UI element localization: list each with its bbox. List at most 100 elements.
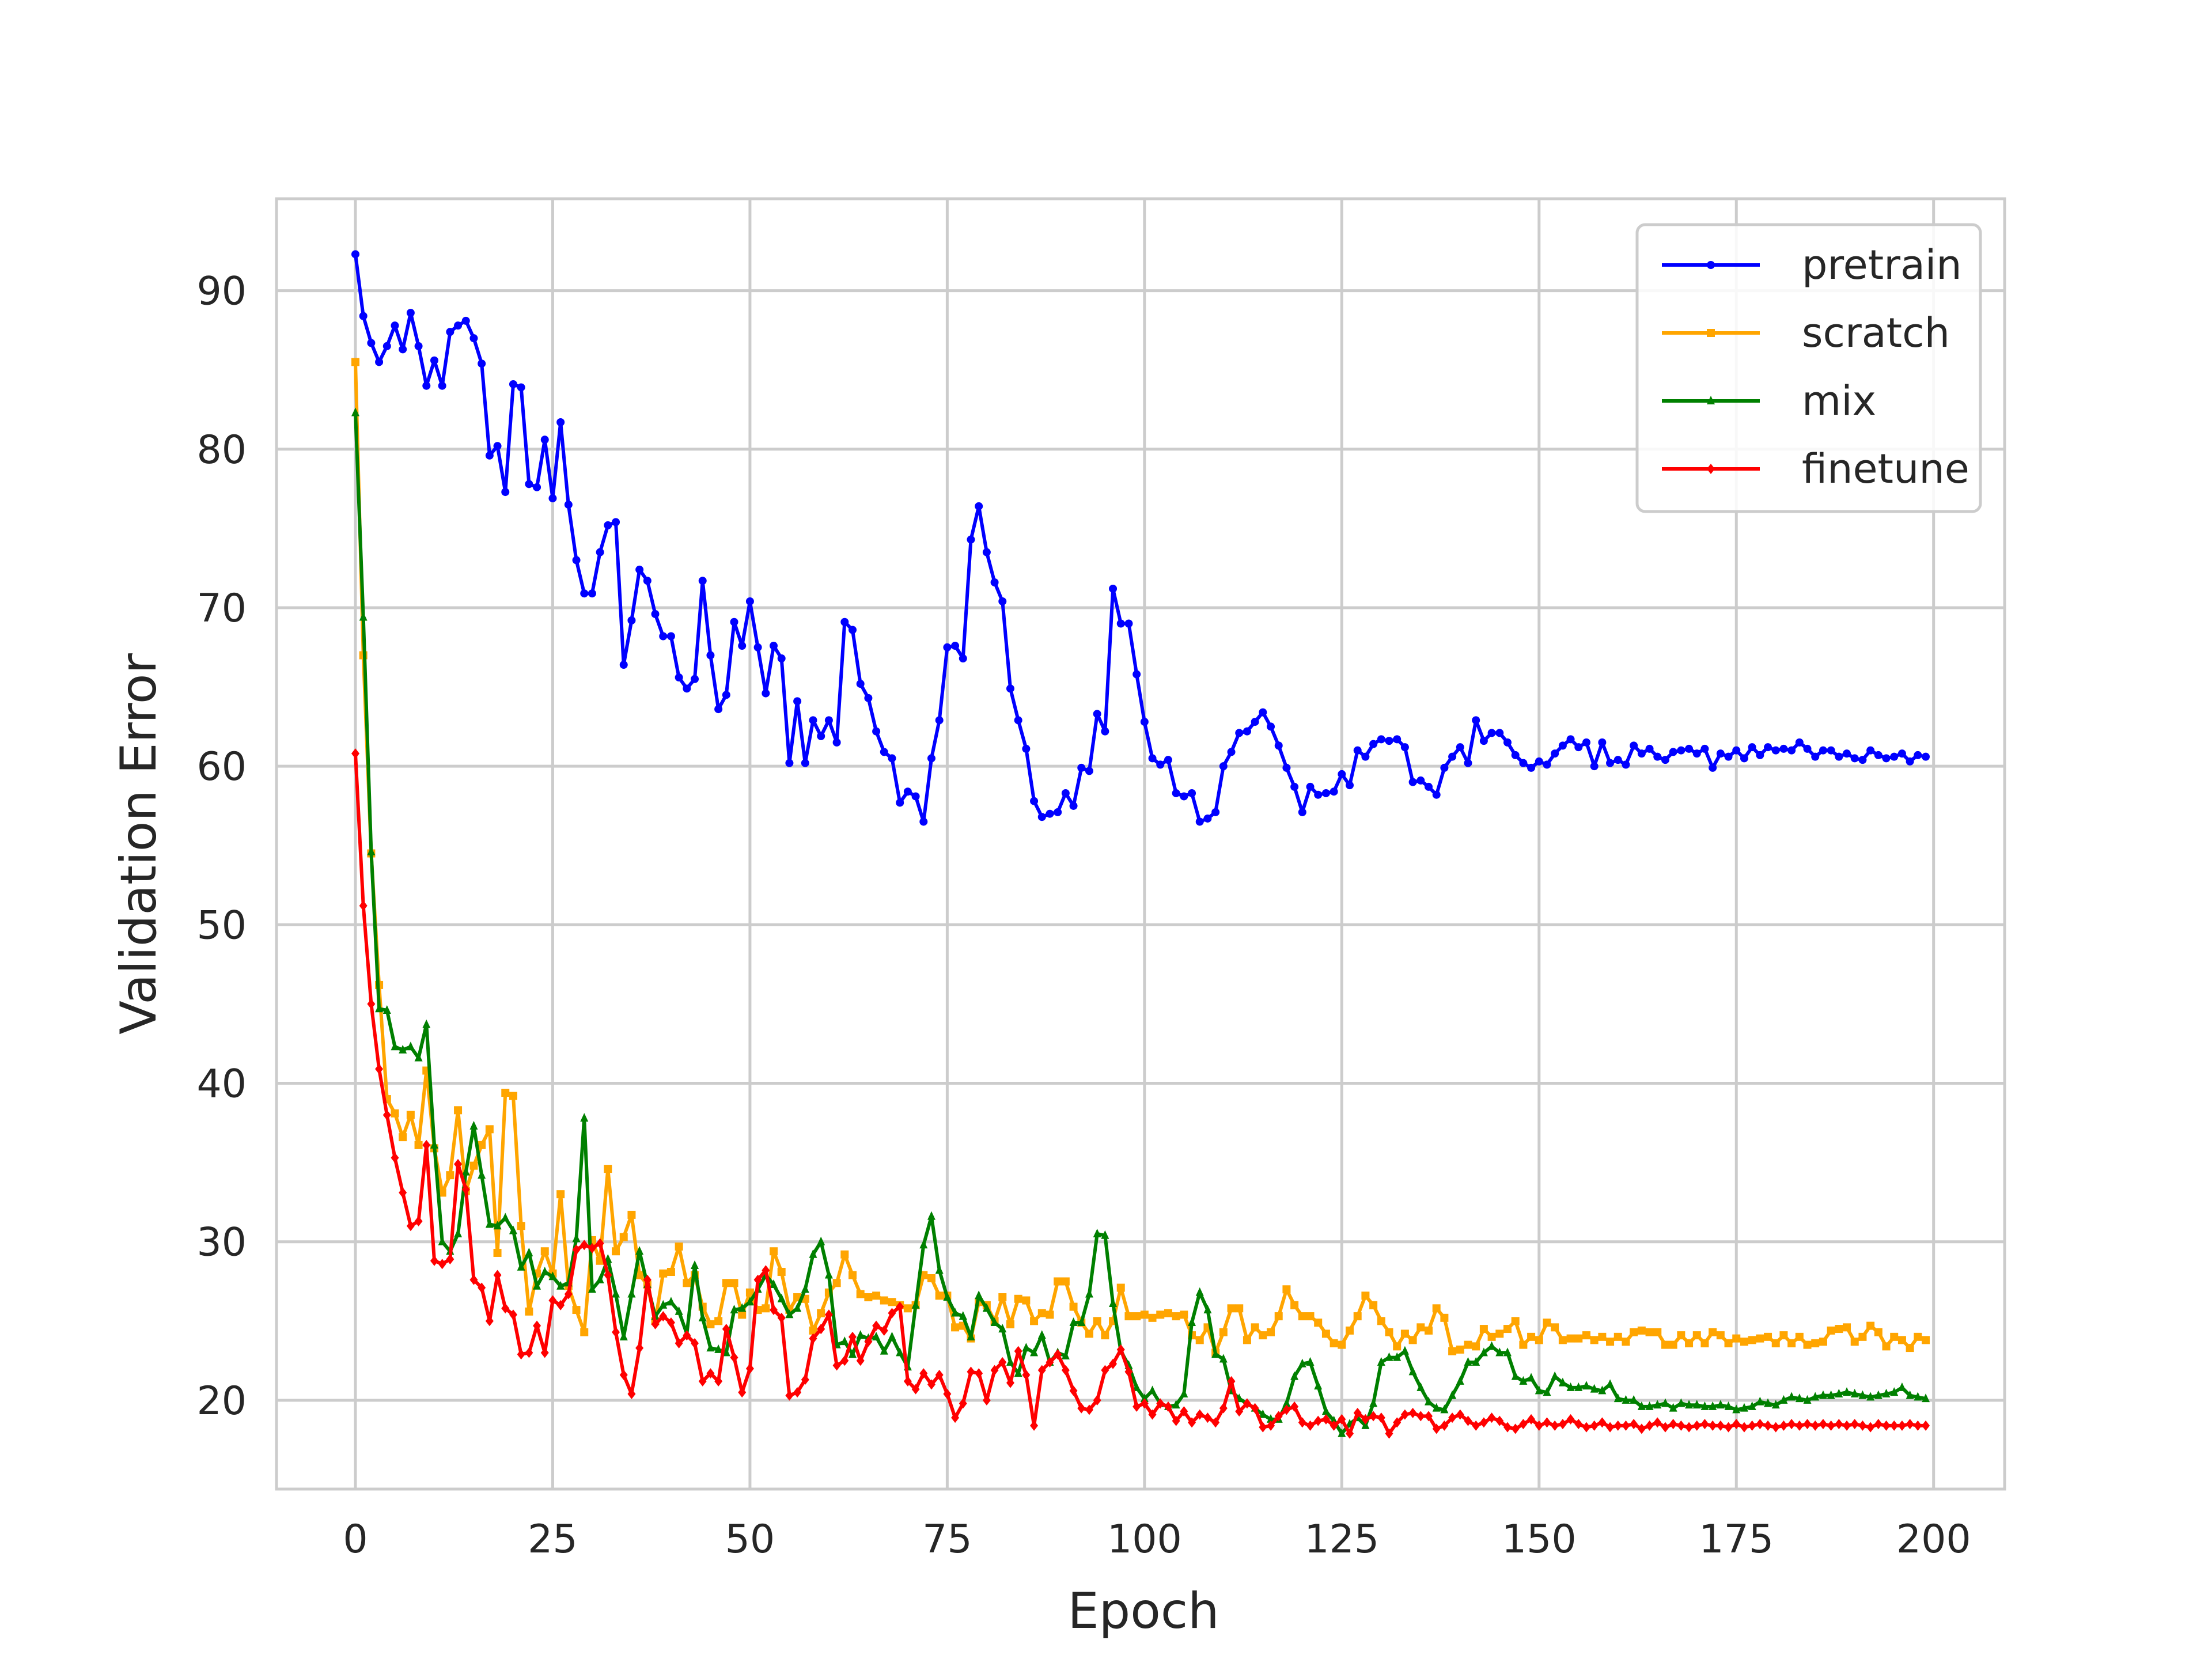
data-point-mix (967, 1331, 975, 1340)
data-point-scratch (714, 1317, 723, 1325)
data-point-mix (1606, 1379, 1615, 1388)
data-point-finetune (1692, 1420, 1701, 1431)
data-point-mix (1637, 1401, 1646, 1410)
data-point-finetune (1298, 1417, 1306, 1428)
data-point-finetune (785, 1390, 794, 1401)
data-point-finetune (975, 1368, 983, 1379)
data-point-pretrain (943, 643, 952, 652)
data-point-mix (1779, 1395, 1788, 1404)
data-point-pretrain (659, 632, 668, 641)
data-point-finetune (1843, 1420, 1851, 1431)
data-point-mix (872, 1331, 881, 1340)
data-point-pretrain (1267, 722, 1275, 731)
data-point-finetune (1653, 1417, 1662, 1428)
data-point-mix (840, 1336, 849, 1346)
data-point-mix (438, 1236, 446, 1245)
data-point-mix (1077, 1317, 1086, 1327)
data-point-scratch (738, 1310, 747, 1319)
data-point-scratch (1400, 1330, 1409, 1338)
data-point-scratch (1030, 1317, 1039, 1325)
x-tick-label: 125 (1304, 1517, 1379, 1562)
data-point-scratch (659, 1269, 668, 1278)
data-point-finetune (367, 998, 376, 1009)
legend-marker-scratch (1707, 329, 1715, 337)
data-point-pretrain (643, 577, 652, 585)
data-point-finetune (1156, 1398, 1165, 1409)
y-tick-label: 20 (196, 1378, 247, 1424)
data-point-pretrain (627, 616, 636, 624)
data-point-finetune (1922, 1420, 1930, 1431)
data-point-scratch (493, 1248, 502, 1257)
data-point-finetune (1740, 1422, 1748, 1433)
data-point-finetune (824, 1309, 833, 1320)
data-point-pretrain (430, 356, 438, 365)
data-point-pretrain (1811, 752, 1820, 761)
data-point-finetune (1503, 1422, 1512, 1433)
data-point-finetune (1914, 1420, 1922, 1431)
data-point-finetune (1251, 1403, 1259, 1414)
data-point-finetune (493, 1270, 502, 1281)
data-point-mix (1748, 1401, 1756, 1410)
data-point-scratch (596, 1256, 604, 1265)
data-point-scratch (1425, 1326, 1433, 1335)
data-point-pretrain (1740, 754, 1748, 763)
data-point-pretrain (683, 684, 691, 693)
data-point-scratch (1558, 1336, 1567, 1344)
data-point-mix (935, 1265, 944, 1274)
data-point-mix (1630, 1395, 1638, 1404)
data-point-finetune (1819, 1419, 1827, 1430)
data-point-mix (1259, 1409, 1267, 1418)
data-point-scratch (1535, 1336, 1543, 1344)
data-point-scratch (849, 1271, 857, 1279)
data-point-scratch (809, 1326, 817, 1335)
data-point-scratch (351, 358, 359, 366)
data-point-scratch (1061, 1277, 1070, 1286)
data-point-finetune (927, 1379, 935, 1390)
data-point-mix (1890, 1387, 1899, 1396)
data-point-finetune (1685, 1422, 1694, 1433)
data-point-finetune (406, 1221, 415, 1232)
data-point-finetune (1188, 1417, 1196, 1428)
data-point-pretrain (478, 359, 486, 368)
data-point-mix (1022, 1343, 1031, 1352)
data-point-mix (1835, 1388, 1843, 1397)
data-point-mix (1551, 1371, 1559, 1380)
data-point-mix (509, 1225, 517, 1234)
data-point-mix (1732, 1404, 1741, 1414)
data-point-mix (1850, 1388, 1859, 1397)
data-point-finetune (627, 1388, 636, 1399)
data-point-finetune (651, 1319, 660, 1330)
data-point-mix (556, 1281, 565, 1290)
data-point-finetune (1748, 1420, 1756, 1431)
data-point-finetune (588, 1243, 596, 1253)
data-point-finetune (967, 1366, 975, 1377)
data-point-mix (1172, 1400, 1180, 1409)
data-point-scratch (509, 1092, 517, 1100)
data-point-finetune (1582, 1422, 1590, 1433)
data-point-finetune (1519, 1419, 1528, 1430)
data-point-pretrain (588, 589, 596, 598)
data-point-pretrain (1188, 789, 1196, 797)
data-point-finetune (509, 1309, 517, 1320)
data-point-mix (375, 1003, 384, 1013)
data-point-finetune (1811, 1420, 1820, 1431)
data-point-finetune (1069, 1385, 1078, 1396)
y-tick-label: 60 (196, 744, 247, 790)
data-point-finetune (1385, 1428, 1393, 1439)
data-point-mix (1109, 1298, 1118, 1308)
data-point-finetune (1164, 1401, 1172, 1412)
data-point-finetune (1558, 1419, 1567, 1430)
data-point-mix (1787, 1392, 1796, 1401)
data-point-pretrain (651, 609, 660, 618)
data-point-mix (1093, 1228, 1101, 1237)
data-point-scratch (935, 1291, 944, 1300)
data-point-pretrain (1361, 752, 1370, 761)
data-point-finetune (1290, 1401, 1299, 1412)
series-finetune (351, 748, 1930, 1439)
data-point-finetune (738, 1387, 747, 1398)
data-point-mix (1874, 1390, 1883, 1399)
data-point-mix (990, 1317, 999, 1327)
data-point-scratch (1479, 1325, 1488, 1334)
data-point-finetune (1282, 1404, 1291, 1415)
